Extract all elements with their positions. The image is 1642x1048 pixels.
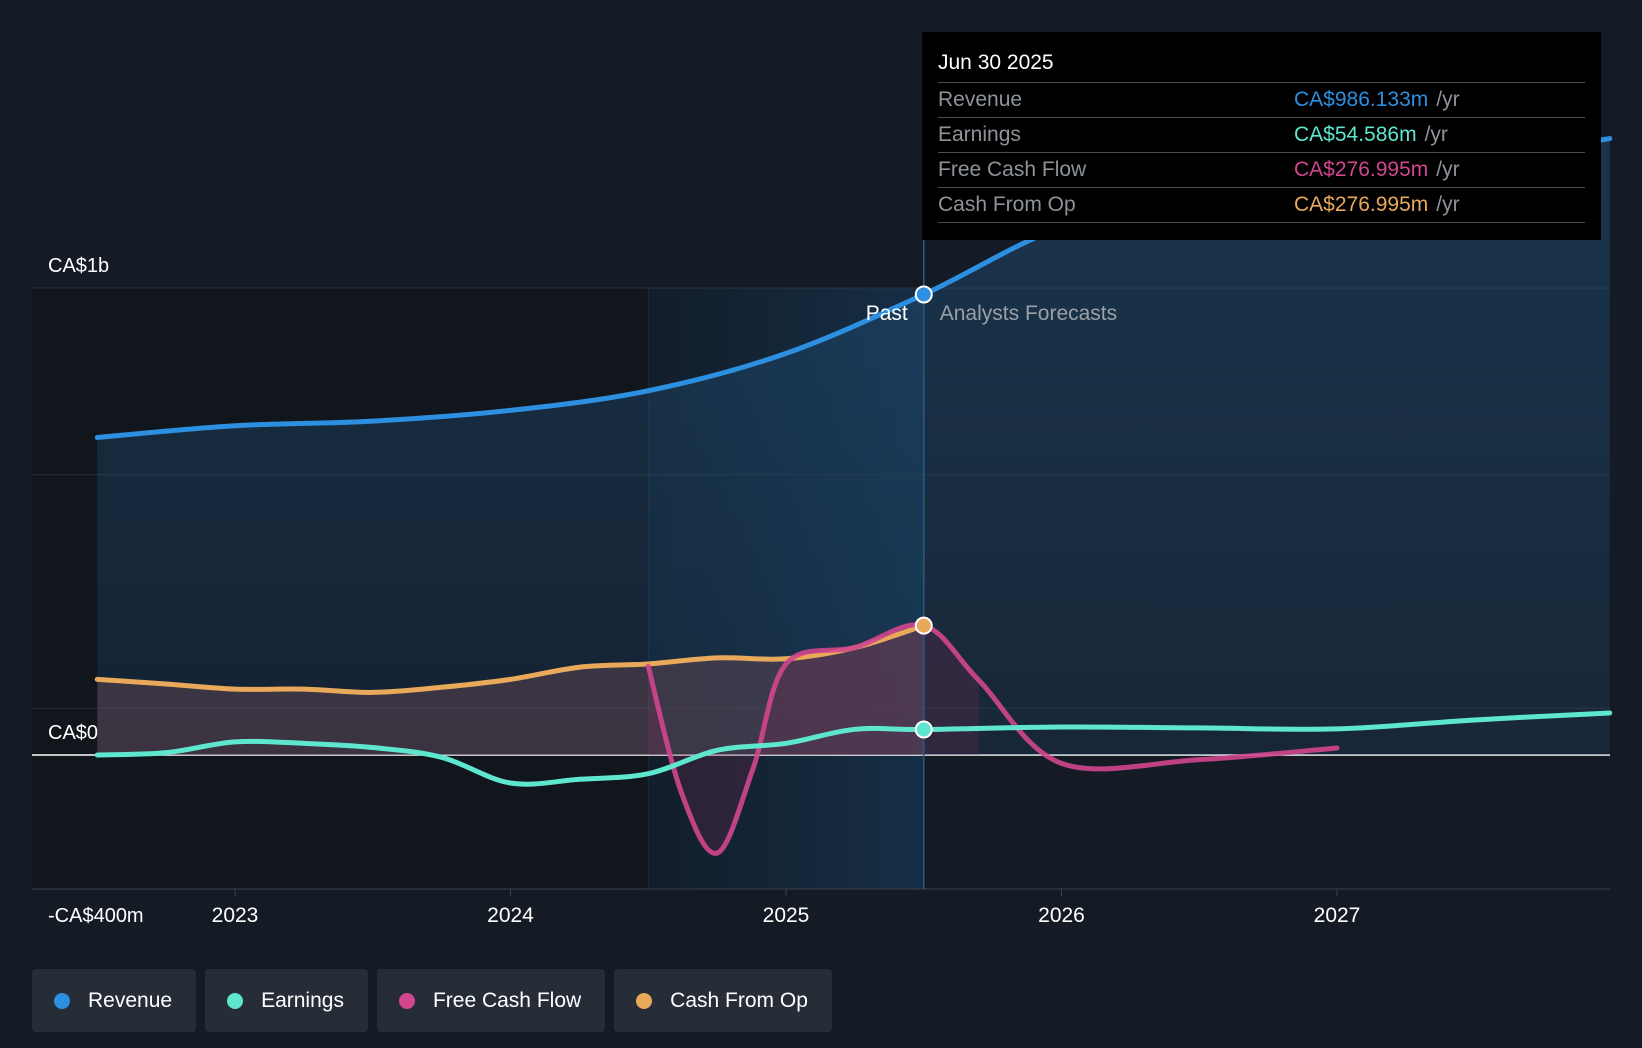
legend-cash-from-op-label: Cash From Op: [670, 988, 808, 1012]
earnings-line: [94, 710, 1613, 787]
x-tick-2027: 2027: [1314, 904, 1361, 927]
revenue-marker: [914, 285, 933, 304]
legend-earnings-label: Earnings: [261, 988, 344, 1012]
y-label-0: CA$0: [48, 722, 98, 744]
tooltip-revenue-label: Revenue: [938, 88, 1023, 111]
tooltip-cfo-value: CA$276.995m: [1294, 193, 1429, 216]
tooltip-cfo-label: Cash From Op: [938, 193, 1076, 216]
tooltip-fcf-label: Free Cash Flow: [938, 158, 1087, 181]
tooltip-earnings-label: Earnings: [938, 123, 1021, 146]
tooltip-row-earnings: Earnings CA$54.586m /yr: [938, 117, 1585, 152]
cash-from-op-marker: [914, 616, 933, 635]
tooltip-fcf-unit: /yr: [1436, 158, 1460, 181]
tooltip-revenue-value: CA$986.133m: [1294, 88, 1429, 111]
tooltip-fcf-value: CA$276.995m: [1294, 158, 1429, 181]
earnings-marker: [914, 720, 933, 739]
legend-revenue-label: Revenue: [88, 988, 173, 1012]
y-label-neg400: -CA$400m: [48, 905, 144, 927]
tooltip-revenue-unit: /yr: [1436, 88, 1460, 111]
legend-cash-from-op[interactable]: Cash From Op: [614, 969, 832, 1032]
cash-from-op-line: [94, 623, 927, 695]
free-cash-flow-line: [645, 622, 1340, 856]
revenue-area: [97, 138, 1610, 755]
y-label-1000: CA$1b: [48, 255, 109, 277]
x-tick-2024: 2024: [487, 904, 534, 927]
x-tick-2025: 2025: [763, 904, 810, 927]
x-tick-2026: 2026: [1038, 904, 1085, 927]
tooltip-earnings-unit: /yr: [1424, 123, 1448, 146]
legend-free-cash-flow[interactable]: Free Cash Flow: [376, 969, 606, 1032]
tooltip-earnings-value: CA$54.586m: [1294, 123, 1417, 146]
free-cash-flow-dot-icon: [398, 992, 415, 1009]
cash-from-op-dot-icon: [636, 992, 653, 1009]
tooltip-cfo-unit: /yr: [1436, 193, 1460, 216]
legend: Revenue Earnings Free Cash Flow Cash Fro…: [32, 969, 832, 1032]
x-tick-2023: 2023: [212, 904, 259, 927]
tooltip: Jun 30 2025 Revenue CA$986.133m /yr Earn…: [922, 32, 1601, 240]
revenue-dot-icon: [54, 992, 70, 1009]
earnings-dot-icon: [227, 992, 244, 1009]
tooltip-row-cash-from-op: Cash From Op CA$276.995m /yr: [938, 187, 1585, 223]
legend-free-cash-flow-label: Free Cash Flow: [432, 988, 582, 1012]
analysts-forecasts-label: Analysts Forecasts: [940, 302, 1117, 325]
legend-earnings[interactable]: Earnings: [205, 969, 368, 1032]
tooltip-date: Jun 30 2025: [938, 51, 1054, 74]
legend-revenue[interactable]: Revenue: [32, 969, 197, 1032]
past-label: Past: [866, 302, 908, 325]
tooltip-row-free-cash-flow: Free Cash Flow CA$276.995m /yr: [938, 152, 1585, 187]
tooltip-row-revenue: Revenue CA$986.133m /yr: [938, 82, 1585, 117]
